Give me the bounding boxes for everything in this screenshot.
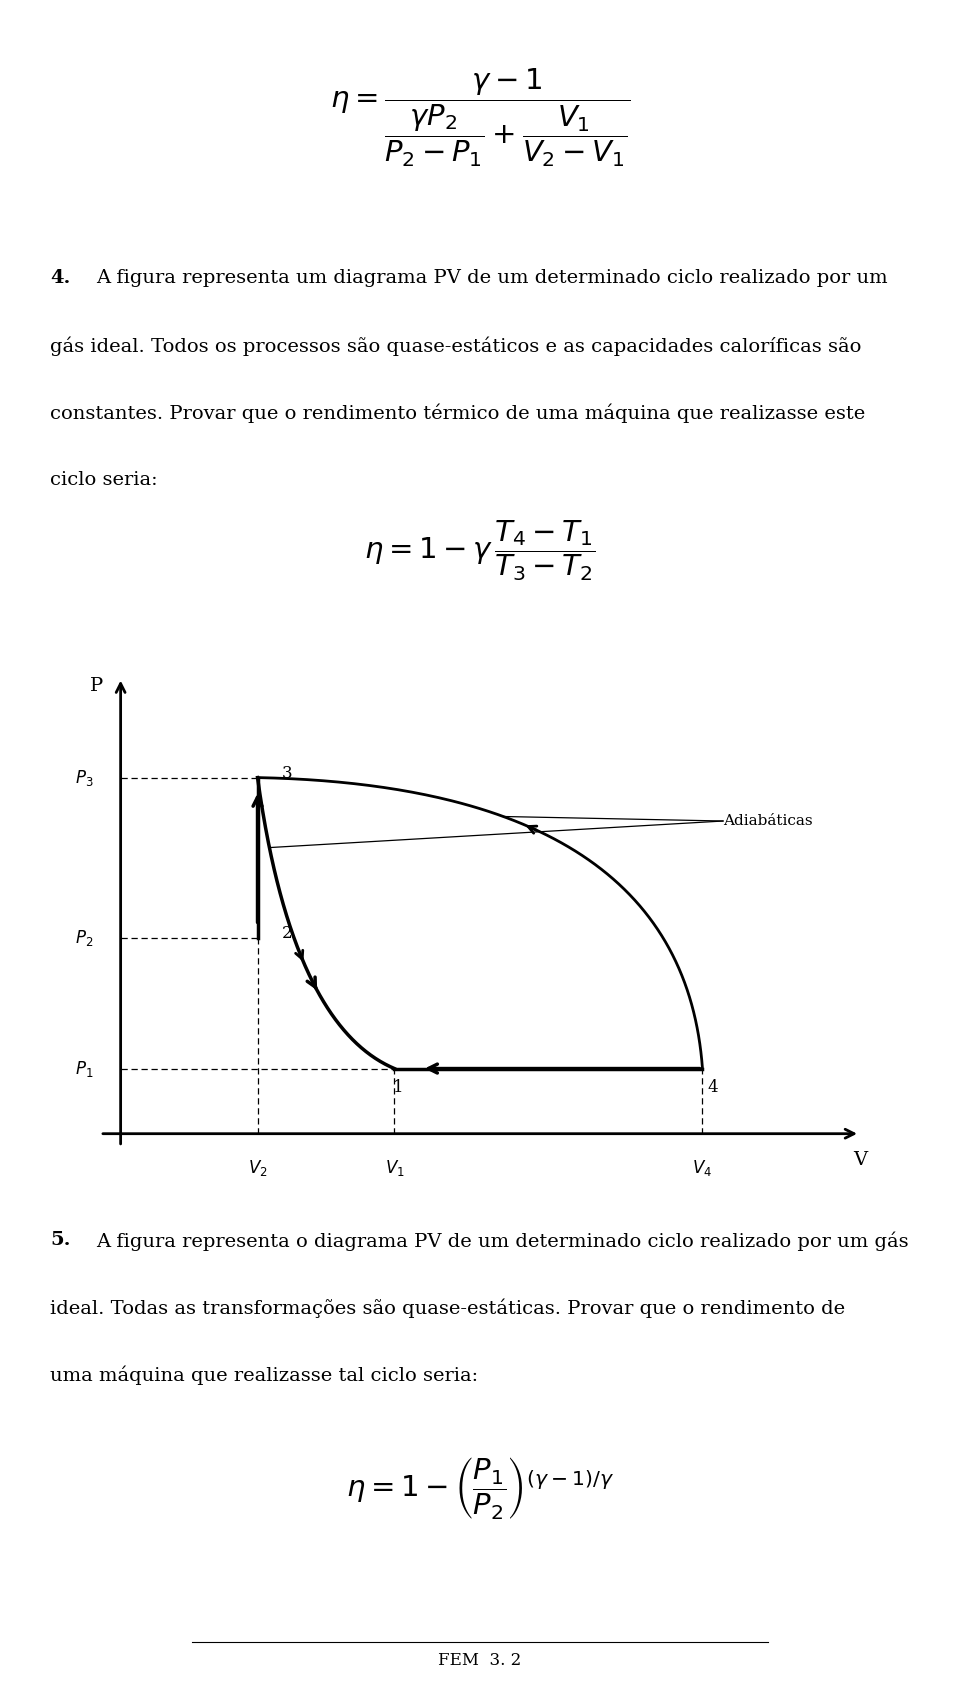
- Text: $P_2$: $P_2$: [75, 928, 93, 949]
- Text: $V_2$: $V_2$: [248, 1157, 267, 1177]
- Text: V: V: [852, 1150, 867, 1169]
- Text: uma máquina que realizasse tal ciclo seria:: uma máquina que realizasse tal ciclo ser…: [50, 1366, 478, 1386]
- Text: 4.: 4.: [50, 269, 70, 288]
- Text: FEM  3. 2: FEM 3. 2: [439, 1652, 521, 1669]
- Text: A figura representa um diagrama PV de um determinado ciclo realizado por um: A figura representa um diagrama PV de um…: [96, 269, 888, 288]
- Text: Adiabáticas: Adiabáticas: [723, 814, 812, 828]
- Text: $P_1$: $P_1$: [75, 1058, 93, 1078]
- Text: 3: 3: [281, 765, 292, 782]
- Text: ciclo seria:: ciclo seria:: [50, 471, 157, 489]
- Text: ideal. Todas as transformações são quase-estáticas. Provar que o rendimento de: ideal. Todas as transformações são quase…: [50, 1299, 845, 1319]
- Text: gás ideal. Todos os processos são quase-estáticos e as capacidades caloríficas s: gás ideal. Todos os processos são quase-…: [50, 336, 861, 357]
- Text: A figura representa o diagrama PV de um determinado ciclo realizado por um gás: A figura representa o diagrama PV de um …: [96, 1231, 908, 1251]
- Text: $V_1$: $V_1$: [385, 1157, 404, 1177]
- Text: 2: 2: [281, 925, 292, 942]
- Text: $\eta = 1 - \left(\dfrac{P_1}{P_2}\right)^{(\gamma-1)/\gamma}$: $\eta = 1 - \left(\dfrac{P_1}{P_2}\right…: [346, 1455, 614, 1521]
- Text: $P_3$: $P_3$: [75, 767, 93, 787]
- Text: 5.: 5.: [50, 1231, 70, 1250]
- Text: 4: 4: [708, 1080, 718, 1097]
- Text: constantes. Provar que o rendimento térmico de uma máquina que realizasse este: constantes. Provar que o rendimento térm…: [50, 404, 865, 424]
- Text: $\eta = \dfrac{\gamma - 1}{\dfrac{\gamma P_2}{P_2 - P_1} + \dfrac{V_1}{V_2 - V_1: $\eta = \dfrac{\gamma - 1}{\dfrac{\gamma…: [329, 67, 631, 170]
- Text: P: P: [90, 678, 104, 695]
- Text: $\eta = 1 - \gamma\,\dfrac{T_4 - T_1}{T_3 - T_2}$: $\eta = 1 - \gamma\,\dfrac{T_4 - T_1}{T_…: [365, 518, 595, 582]
- Text: $V_4$: $V_4$: [692, 1157, 712, 1177]
- Text: 1: 1: [393, 1080, 403, 1097]
